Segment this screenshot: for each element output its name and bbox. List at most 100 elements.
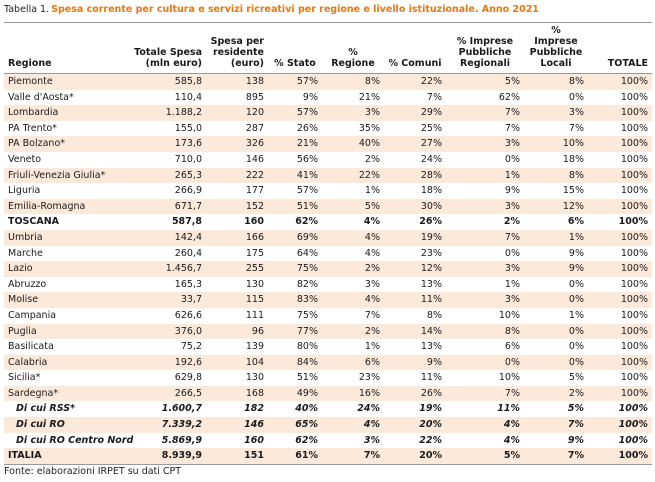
table-body: Piemonte 585,8 138 57% 8% 22% 5% 8% 100% Valle d'… [4, 73, 652, 465]
cell: 7% [364, 309, 380, 321]
cell: 100% [618, 434, 648, 446]
cell: 9% [302, 91, 318, 103]
cell: 6% [567, 216, 584, 228]
cell: 15% [562, 185, 584, 197]
cell: 9% [426, 356, 442, 368]
column-header: % Comuni [384, 22, 446, 74]
cell: 57% [296, 185, 318, 197]
cell: 61% [268, 448, 322, 465]
cell: 5% [364, 200, 380, 212]
table-row: ITALIA 8.939,9 151 61% 7% 20% 5% 7% 100% [4, 448, 652, 465]
cell: 100% [620, 372, 648, 384]
cell: 69% [296, 231, 318, 243]
cell: 5% [568, 372, 584, 384]
cell: 8% [426, 309, 442, 321]
cell: 64% [296, 247, 318, 259]
table-row: Sardegna* 266,5 168 49% 16% 26% 7% 2% 100% [4, 385, 652, 402]
header-row: Regione Totale Spesa (mln euro) Spesa per … [4, 22, 652, 74]
row-label: Calabria [8, 356, 48, 368]
cell: 80% [296, 341, 318, 353]
cell: 160 [244, 434, 264, 446]
cell: 1.456,7 [165, 263, 202, 275]
table-row: PA Trento* 155,0 287 26% 35% 25% 7% 7% 100% [4, 121, 652, 137]
cell: 222 [245, 169, 264, 181]
cell: 3% [504, 263, 520, 275]
cell: 100% [620, 153, 648, 165]
cell: 26% [296, 122, 318, 134]
cell: 0% [504, 247, 520, 259]
row-label: PA Trento* [8, 122, 57, 134]
cell: 18% [562, 153, 584, 165]
cell: 33,7 [180, 294, 202, 306]
cell: 51% [296, 372, 318, 384]
table-row: Piemonte 585,8 138 57% 8% 22% 5% 8% 100% [4, 73, 652, 90]
cell: 23% [358, 372, 380, 384]
cell: 2% [364, 325, 380, 337]
row-label: Di cui RSS* [16, 403, 76, 415]
cell: 100% [620, 325, 648, 337]
cell: 7% [567, 419, 584, 431]
row-label: Valle d'Aosta* [8, 91, 74, 103]
cell: 1% [568, 231, 584, 243]
cell: 111 [245, 309, 264, 321]
cell: 100% [620, 356, 648, 368]
cell: 100% [618, 216, 648, 228]
cell: 24% [357, 403, 380, 415]
table-row: Campania 626,6 111 75% 7% 8% 10% 1% 100% [4, 308, 652, 324]
cell: 1% [504, 278, 520, 290]
table-row: TOSCANA 587,8 160 62% 4% 26% 2% 6% 100% [4, 214, 652, 230]
table-row: PA Bolzano* 173,6 326 21% 40% 27% 3% 10% 100% [4, 136, 652, 152]
cell: 100% [618, 403, 648, 415]
cell: 8% [364, 76, 380, 87]
cell: 3% [504, 200, 520, 212]
cell: 130 [245, 278, 264, 290]
cell: 287 [245, 122, 264, 134]
cell: 56% [296, 153, 318, 165]
row-label: Emilia-Romagna [8, 200, 86, 212]
cell: 130 [245, 372, 264, 384]
data-table: Regione Totale Spesa (mln euro) Spesa per … [4, 22, 652, 465]
cell: 7% [504, 107, 520, 119]
cell: 8% [568, 76, 584, 87]
cell: 0% [504, 153, 520, 165]
cell: 25% [420, 122, 442, 134]
cell: 62% [498, 91, 520, 103]
cell: 100% [620, 387, 648, 399]
cell: 8% [568, 169, 584, 181]
cell: 100% [620, 263, 648, 275]
table-row: Di cui RSS* 1.600,7 182 40% 24% 19% 11% 5% 100% [4, 401, 652, 417]
cell: 1% [364, 341, 380, 353]
cell: 96 [251, 325, 264, 337]
cell: 23% [420, 247, 442, 259]
table-row: Friuli-Venezia Giulia* 265,3 222 41% 22% 28% 1… [4, 167, 652, 184]
cell: 49% [296, 387, 318, 399]
row-label: Veneto [8, 153, 42, 165]
cell: 5% [446, 448, 524, 465]
cell: 9% [504, 185, 520, 197]
cell: 30% [420, 200, 442, 212]
cell: 100% [620, 294, 648, 306]
cell: 83% [296, 294, 318, 306]
cell: 24% [420, 153, 442, 165]
cell: 77% [296, 325, 318, 337]
cell: 671,7 [174, 200, 202, 212]
cell: 710,0 [174, 153, 202, 165]
row-label: PA Bolzano* [8, 138, 65, 150]
cell: 7% [504, 122, 520, 134]
cell: 3% [504, 138, 520, 150]
row-label: Friuli-Venezia Giulia* [8, 169, 106, 181]
cell: 4% [363, 419, 380, 431]
cell: 7.339,2 [161, 419, 202, 431]
cell: 19% [419, 403, 442, 415]
cell: 21% [358, 91, 380, 103]
cell: 3% [363, 434, 380, 446]
cell: 84% [296, 356, 318, 368]
source-note: Fonte: elaborazioni IRPET su dati CPT [4, 466, 182, 477]
cell: 8% [504, 325, 520, 337]
cell: 100% [620, 185, 648, 197]
cell: 100% [620, 76, 648, 87]
row-label: ITALIA [4, 448, 124, 465]
cell: 5% [504, 76, 520, 87]
cell: 21% [296, 138, 318, 150]
row-label: Umbria [8, 231, 43, 243]
